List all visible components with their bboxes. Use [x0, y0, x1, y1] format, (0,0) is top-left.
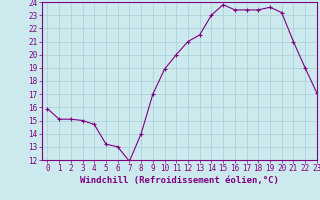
X-axis label: Windchill (Refroidissement éolien,°C): Windchill (Refroidissement éolien,°C) [80, 176, 279, 185]
